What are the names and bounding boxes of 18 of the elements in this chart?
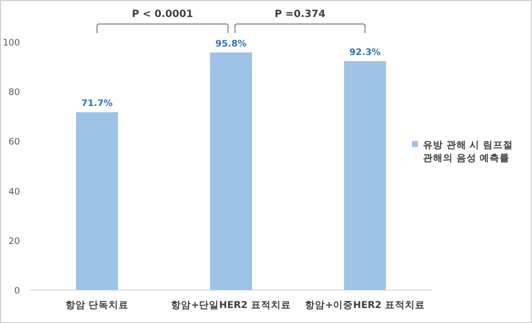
y-tick-label: 20: [8, 236, 20, 247]
data-label: 71.7%: [81, 99, 113, 110]
x-tick-label: 항암+단일HER2 표적치료: [171, 300, 291, 311]
legend: 유방 관해 시 림프절 관해의 음성 예측률: [412, 140, 513, 164]
data-label: 95.8%: [215, 39, 247, 50]
y-tick-label: 100: [2, 38, 20, 48]
y-tick-label: 40: [8, 187, 20, 198]
bar: [210, 52, 252, 290]
x-tick-label: 항암 단독치료: [65, 300, 129, 311]
text: P < 0.0001: [132, 9, 194, 20]
bar: [76, 112, 118, 290]
y-tick-label: 0: [14, 286, 20, 296]
y-tick-label: 60: [8, 138, 20, 148]
text: P =0.374: [274, 9, 326, 20]
bar: [344, 61, 386, 290]
x-tick-label: 항암+이중HER2 표적치료: [305, 300, 425, 311]
data-label: 92.3%: [349, 48, 381, 58]
y-tick-label: 80: [8, 88, 20, 98]
